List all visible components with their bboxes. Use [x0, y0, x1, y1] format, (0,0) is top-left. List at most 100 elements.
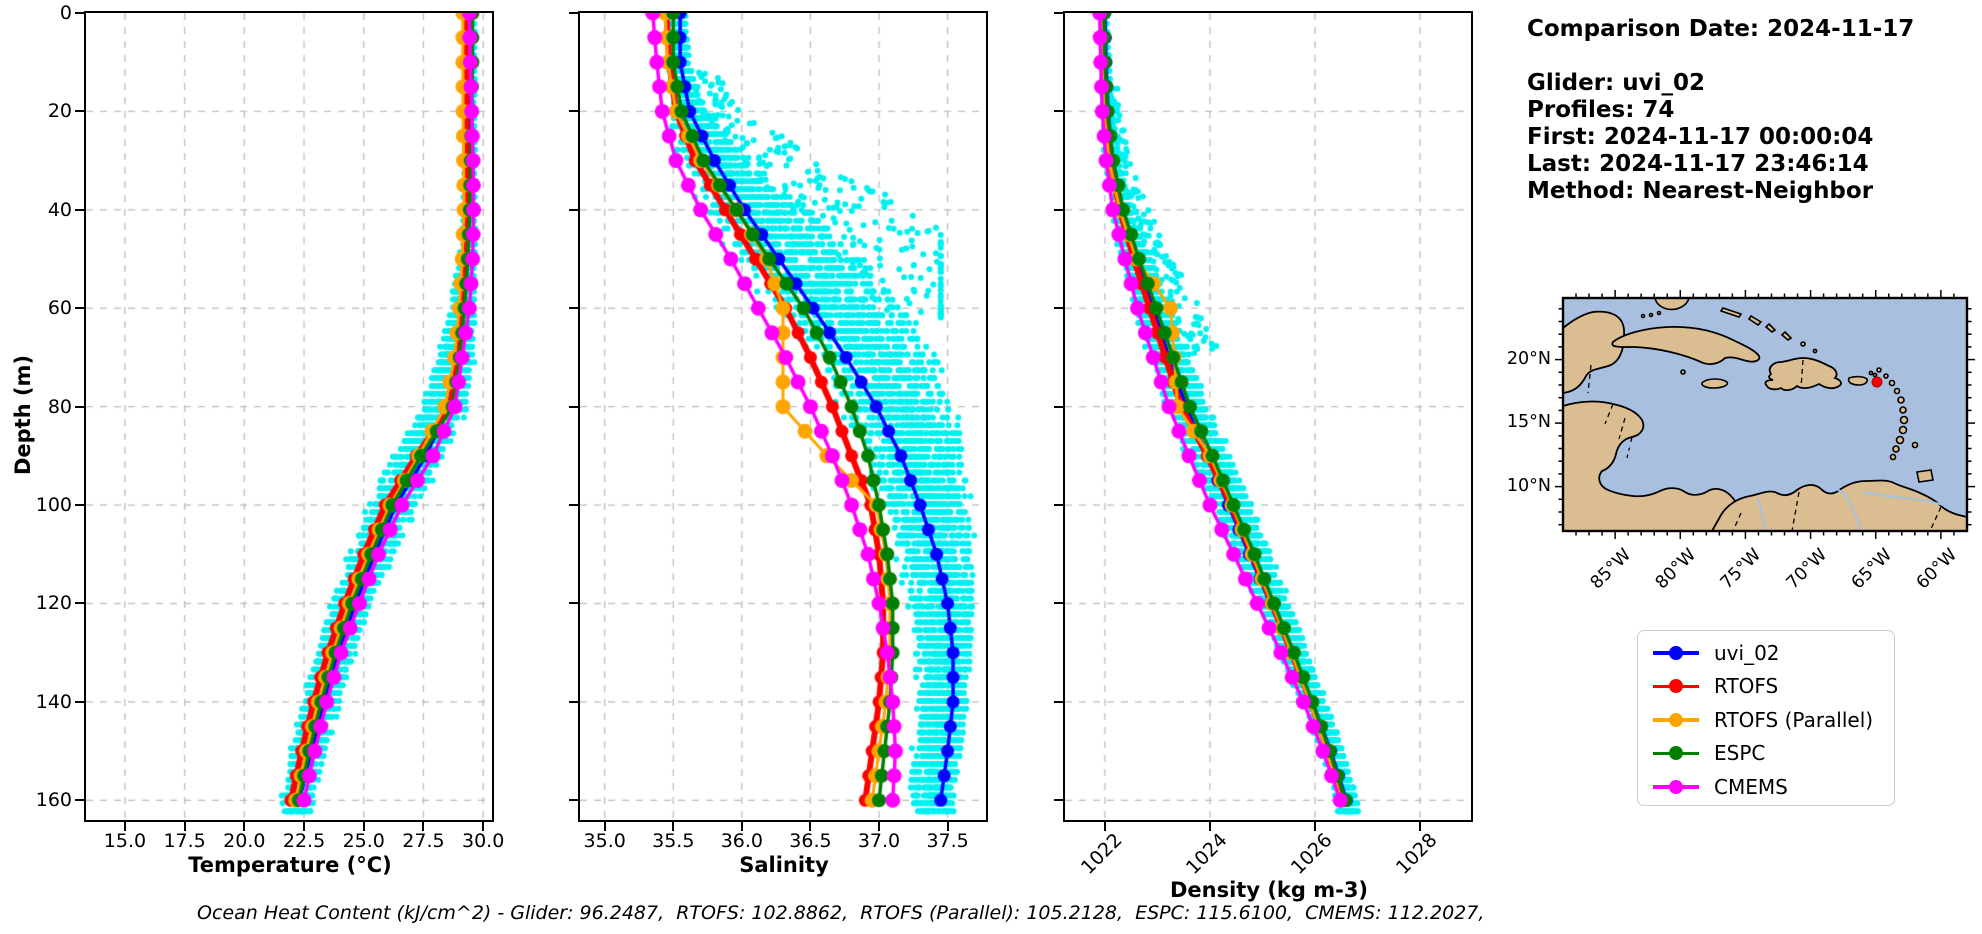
map-longitude-label: 65°W [1847, 545, 1896, 594]
salinity-y-tick-mark [569, 110, 578, 113]
info-spacer [1527, 43, 1914, 70]
density-y-tick-mark [1054, 12, 1063, 14]
map-latitude-label: 10°N [1506, 475, 1551, 496]
salinity-y-tick-mark [569, 602, 578, 605]
info-profiles: Profiles: 74 [1527, 97, 1675, 123]
info-glider: Glider: uvi_02 [1527, 70, 1706, 96]
map-land-central-america [1562, 400, 1745, 532]
density-x-tick-mark [1103, 822, 1106, 831]
temperature-axis-title: Temperature (°C) [188, 853, 392, 877]
temperature-x-tick-mark [243, 822, 246, 831]
density-y-tick-mark [1054, 602, 1063, 605]
info-method: Method: Nearest-Neighbor [1527, 178, 1874, 204]
depth-tick-label: 140 [35, 690, 72, 713]
temperature-x-tick-mark [362, 822, 365, 831]
salinity-axis-title: Salinity [739, 853, 829, 877]
temperature-x-tick-mark [183, 822, 186, 831]
depth-tick-label: 20 [47, 100, 72, 123]
salinity-y-tick-mark [569, 700, 578, 703]
map-longitude-label: 70°W [1782, 545, 1831, 594]
salinity-y-tick-mark [569, 12, 578, 14]
depth-tick-label: 100 [35, 494, 72, 517]
density-axis-title: Density (kg m-3) [1169, 878, 1369, 902]
map-tick-marks [1555, 290, 1975, 539]
map-longitude-label: 60°W [1912, 545, 1962, 594]
legend-swatch-rtofs [1653, 679, 1699, 693]
legend-swatch-cmems [1653, 779, 1699, 794]
map-land-jamaica [1701, 378, 1729, 389]
legend-swatch-espc [1653, 746, 1699, 760]
comparison-info-panel: Comparison Date: 2024-11-17 Glider: uvi_… [1527, 16, 1914, 205]
density-x-tick-mark [1419, 822, 1422, 831]
legend-item-cmems: CMEMS [1638, 770, 1894, 804]
temperature-x-tick-mark [303, 822, 306, 831]
legend-item-espc: ESPC [1638, 737, 1894, 771]
density-plot-area [1063, 11, 1473, 822]
salinity-x-tick-label: 35.5 [652, 830, 695, 852]
depth-tick-label: 120 [35, 592, 72, 615]
legend-item-rtofs-parallel: RTOFS (Parallel) [1638, 703, 1894, 737]
map-land-florida [1654, 297, 1691, 311]
map-land-puerto-rico [1847, 375, 1868, 386]
depth-tick-label: 0 [59, 2, 72, 24]
map-latitude-label: 15°N [1506, 412, 1551, 433]
map-longitude-label: 80°W [1652, 545, 1701, 594]
legend-label-cmems: CMEMS [1714, 774, 1788, 799]
map-rivers [1618, 445, 1944, 532]
map-land-south-america [1710, 479, 1968, 532]
legend-label-espc: ESPC [1714, 741, 1766, 766]
salinity-y-tick-mark [569, 504, 578, 507]
density-y-tick-mark [1054, 700, 1063, 703]
depth-tick-label: 60 [47, 297, 72, 320]
depth-tick-label: 160 [35, 789, 72, 812]
density-y-tick-mark [1054, 799, 1063, 802]
info-comparison-date: Comparison Date: 2024-11-17 [1527, 16, 1915, 42]
caribbean-map [1555, 290, 1975, 539]
density-y-tick-mark [1054, 110, 1063, 113]
temperature-x-tick-label: 25.0 [342, 830, 385, 852]
map-land-cuba [1611, 325, 1761, 365]
temperature-x-tick-label: 27.5 [402, 830, 445, 852]
salinity-x-tick-mark [740, 822, 743, 831]
legend-item-rtofs: RTOFS [1638, 670, 1894, 704]
density-y-tick-mark [1054, 208, 1063, 211]
temperature-x-tick-label: 20.0 [223, 830, 266, 852]
density-x-tick-mark [1314, 822, 1316, 831]
salinity-x-tick-label: 36.5 [789, 830, 832, 852]
density-x-tick-mark [1208, 822, 1211, 831]
temperature-y-tick-mark [75, 208, 84, 211]
temperature-x-tick-mark [482, 822, 485, 831]
temperature-plot-area [84, 11, 494, 822]
info-first: First: 2024-11-17 00:00:04 [1527, 124, 1874, 150]
salinity-x-tick-label: 37.5 [926, 830, 969, 852]
map-longitude-label: 75°W [1717, 545, 1766, 594]
density-y-tick-mark [1054, 405, 1063, 408]
salinity-y-tick-mark [569, 405, 578, 408]
salinity-x-tick-mark [603, 822, 606, 831]
glider-location-marker [1871, 376, 1883, 388]
salinity-y-tick-mark [569, 307, 578, 310]
map-land-hispaniola [1764, 357, 1842, 392]
legend-item-uvi-02: uvi_02 [1638, 636, 1894, 670]
salinity-x-tick-label: 37.0 [857, 830, 901, 852]
map-frame [1561, 296, 1969, 533]
density-y-tick-mark [1054, 504, 1063, 507]
salinity-x-tick-mark [809, 822, 812, 831]
salinity-y-tick-mark [569, 799, 578, 802]
temperature-x-tick-label: 30.0 [462, 830, 505, 852]
temperature-x-tick-mark [422, 822, 425, 831]
legend: uvi_02 RTOFS RTOFS (Parallel) ESPC CMEMS [1637, 630, 1895, 806]
map-land-yucatan [1562, 310, 1626, 395]
density-y-tick-mark [1054, 307, 1063, 310]
temperature-y-tick-mark [75, 307, 84, 310]
legend-swatch-rtofs-parallel [1653, 712, 1699, 727]
temperature-x-tick-label: 17.5 [163, 830, 206, 852]
salinity-x-tick-mark [672, 822, 675, 831]
temperature-y-tick-mark [75, 700, 84, 703]
depth-tick-label: 80 [47, 395, 72, 418]
depth-tick-label: 40 [47, 198, 72, 221]
salinity-plot-area [578, 11, 988, 822]
salinity-x-tick-label: 35.0 [583, 830, 626, 852]
map-latitude-label: 20°N [1506, 348, 1551, 369]
